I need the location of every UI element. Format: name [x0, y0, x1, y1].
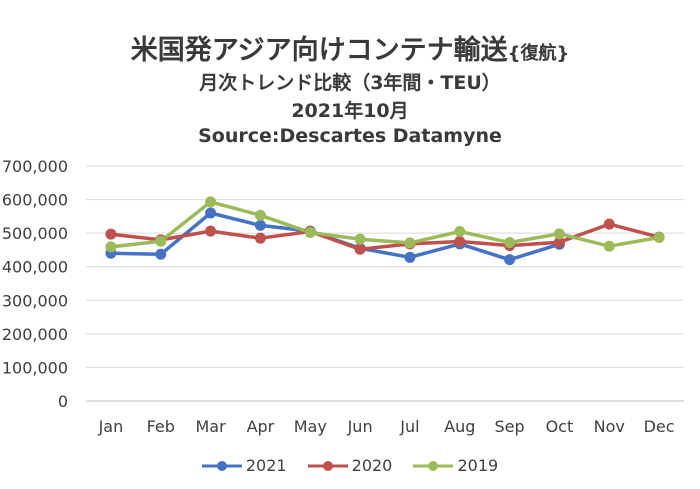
data-point-2019: [254, 209, 266, 221]
legend-marker-2021: [201, 460, 242, 471]
data-point-2020: [205, 225, 217, 237]
data-point-2019: [603, 240, 615, 252]
y-tick-label: 400,000: [2, 258, 68, 277]
x-tick-label: Nov: [594, 417, 625, 436]
x-tick-label: Feb: [147, 417, 175, 436]
legend-marker-2020: [307, 460, 348, 471]
y-tick-label: 100,000: [2, 358, 68, 377]
data-point-2021: [504, 254, 516, 266]
legend-marker-2019: [413, 460, 454, 471]
y-tick-label: 200,000: [2, 325, 68, 344]
data-point-2021: [205, 207, 217, 219]
y-tick-label: 500,000: [2, 224, 68, 243]
x-tick-label: Jun: [347, 417, 373, 436]
data-point-2020: [254, 232, 266, 244]
data-point-2019: [304, 226, 316, 238]
x-tick-label: Sep: [495, 417, 525, 436]
x-tick-label: Oct: [546, 417, 574, 436]
data-point-2020: [454, 236, 466, 248]
data-point-2019: [105, 241, 117, 253]
data-point-2019: [155, 235, 167, 247]
series-line-2019: [110, 200, 660, 249]
data-point-2019: [553, 228, 565, 240]
data-point-2019: [205, 196, 217, 208]
data-point-2020: [603, 218, 615, 230]
legend-item-2019: 2019: [413, 456, 498, 475]
legend-label-2020: 2020: [351, 456, 393, 475]
data-point-2020: [354, 243, 366, 255]
x-tick-label: May: [294, 417, 327, 436]
x-tick-label: Dec: [644, 417, 675, 436]
data-point-2020: [553, 236, 565, 248]
x-tick-label: Aug: [444, 417, 475, 436]
legend-label-2019: 2019: [457, 456, 499, 475]
y-tick-label: 300,000: [2, 291, 68, 310]
data-point-2019: [504, 237, 516, 249]
data-point-2021: [155, 248, 167, 260]
data-point-2019: [454, 225, 466, 237]
chart-subtitle: 月次トレンド比較（3年間・TEU）: [199, 72, 501, 94]
data-point-2019: [653, 232, 665, 244]
data-point-2021: [404, 251, 416, 263]
x-tick-label: Jan: [98, 417, 124, 436]
y-tick-label: 0: [58, 392, 68, 411]
data-point-2019: [404, 237, 416, 249]
legend-item-2020: 2020: [307, 456, 393, 475]
chart-title: 米国発アジア向けコンテナ輸送{復航}: [130, 35, 570, 66]
data-point-2021: [254, 219, 266, 231]
x-tick-label: Jul: [399, 417, 419, 436]
x-tick-label: Apr: [247, 417, 275, 436]
data-point-2020: [105, 228, 117, 240]
x-tick-label: Mar: [195, 417, 226, 436]
legend-label-2021: 2021: [245, 456, 287, 475]
series-line-2020: [110, 222, 660, 252]
chart-source: Source:Descartes Datamyne: [198, 125, 502, 147]
legend: 2021 2020 2019: [0, 456, 700, 477]
y-tick-label: 700,000: [2, 157, 68, 176]
chart-date: 2021年10月: [291, 100, 409, 122]
legend-item-2021: 2021: [201, 456, 287, 475]
data-point-2019: [354, 233, 366, 245]
chart-title-suffix: {復航}: [507, 43, 570, 64]
y-tick-label: 600,000: [2, 191, 68, 210]
